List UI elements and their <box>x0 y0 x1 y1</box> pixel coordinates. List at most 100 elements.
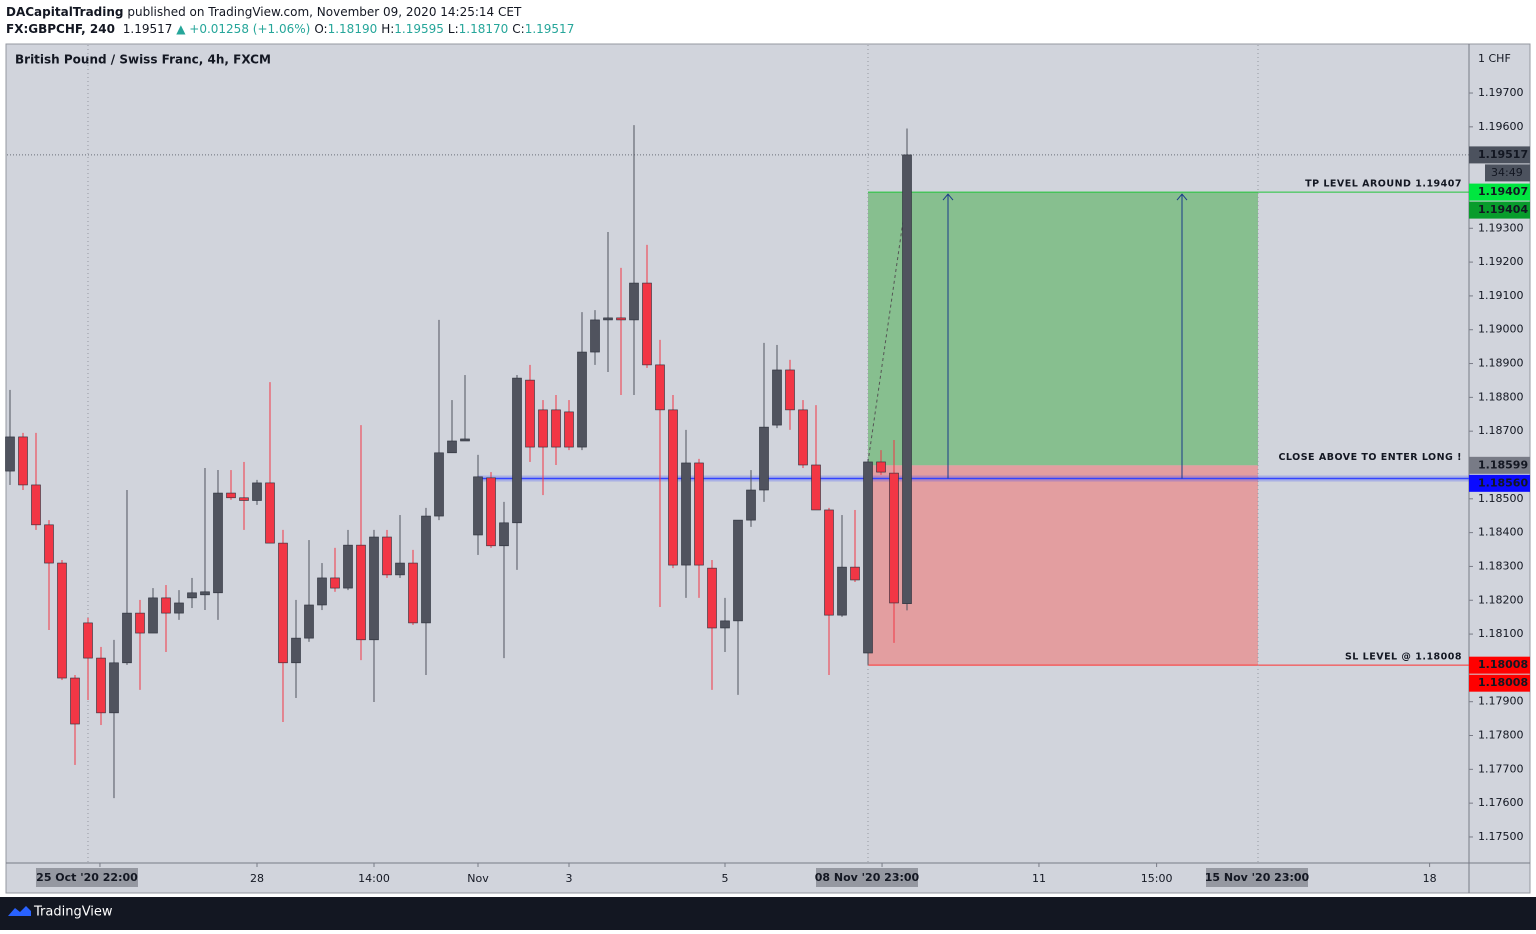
candle-body <box>876 461 886 473</box>
publisher-line: DACapitalTrading published on TradingVie… <box>6 5 522 19</box>
candle-body <box>213 492 223 594</box>
y-tick-label: 1.19100 <box>1478 289 1524 302</box>
countdown: 34:49 <box>1491 166 1523 179</box>
y-tick-label: 1.17800 <box>1478 729 1524 742</box>
loss-zone <box>868 465 1259 666</box>
x-marker-label: 08 Nov '20 23:00 <box>815 871 920 884</box>
candle-body <box>668 409 678 566</box>
candle-body <box>642 282 652 366</box>
x-tick-label: 5 <box>721 872 728 885</box>
y-tick-label: 1.19700 <box>1478 86 1524 99</box>
candle-body <box>161 597 171 614</box>
y-tick-label: 1.19200 <box>1478 255 1524 268</box>
y-tick-label: 1.19600 <box>1478 120 1524 133</box>
candle-body <box>5 436 15 472</box>
price-tag <box>1469 656 1530 674</box>
x-marker-tag <box>35 868 138 887</box>
candle-body <box>538 409 548 448</box>
candle-body <box>148 597 158 634</box>
y-tick-label: 1.19300 <box>1478 221 1524 234</box>
candle-body <box>330 577 340 589</box>
y-tick-label: 1.18100 <box>1478 627 1524 640</box>
candle-body <box>785 369 795 411</box>
candle-body <box>525 379 535 448</box>
annotation: TP LEVEL AROUND 1.19407 <box>1305 179 1462 190</box>
candle-body <box>499 522 509 547</box>
ohlc-value: 1.19517 <box>525 22 575 36</box>
candle-body <box>707 567 717 629</box>
candle-body <box>798 409 808 466</box>
y-tick-label: 1.18900 <box>1478 357 1524 370</box>
candle-body <box>486 477 496 547</box>
candle-body <box>681 462 691 566</box>
x-tick-label: 18 <box>1423 872 1437 885</box>
x-marker-tag <box>816 868 919 887</box>
candle-body <box>629 282 639 321</box>
currency: 1 CHF <box>1478 52 1511 65</box>
y-tick-label: 1.18400 <box>1478 526 1524 539</box>
candle-body <box>694 462 704 566</box>
price-tag-label: 1.18599 <box>1478 458 1528 471</box>
candle-body <box>122 612 132 664</box>
arrow-head <box>942 193 954 201</box>
x-tick-label: 14:00 <box>358 872 390 885</box>
footer-bar <box>0 897 1536 930</box>
y-tick-label: 1.18500 <box>1478 492 1524 505</box>
candle-body <box>902 154 912 604</box>
candle-body <box>811 464 821 511</box>
price-tag <box>1469 201 1530 219</box>
y-tick-label: 1.18300 <box>1478 559 1524 572</box>
candle-body <box>44 524 54 564</box>
candle-body <box>837 566 847 616</box>
price-tag-label: 1.18008 <box>1478 658 1528 671</box>
arrow-head <box>1176 193 1188 201</box>
candle-body <box>564 411 574 448</box>
change: ▲ +0.01258 (+1.06%) <box>176 22 310 36</box>
candle-body <box>18 436 28 486</box>
candle-body <box>616 317 626 321</box>
x-tick-label: 3 <box>565 872 572 885</box>
annotation: SL LEVEL @ 1.18008 <box>1345 652 1462 663</box>
ohlc-value: 1.18190 <box>328 22 378 36</box>
candle-body <box>473 476 483 536</box>
candle-body <box>889 472 899 604</box>
candle-body <box>551 409 561 448</box>
price-tag <box>1469 474 1530 492</box>
y-tick-label: 1.19000 <box>1478 323 1524 336</box>
candle-body <box>759 426 769 491</box>
y-tick-label: 1.17600 <box>1478 796 1524 809</box>
last: 1.19517 <box>123 22 173 36</box>
candle-body <box>96 657 106 714</box>
ohlc-value: 1.19595 <box>394 22 444 36</box>
profit-zone <box>868 192 1259 466</box>
candle-body <box>850 566 860 581</box>
price-tag-label: 1.18560 <box>1478 476 1528 489</box>
candle-body <box>603 317 613 321</box>
publisher: DACapitalTrading <box>6 5 124 19</box>
candle-body <box>720 620 730 629</box>
y-tick-label: 1.17500 <box>1478 830 1524 843</box>
published: published on TradingView.com, November 0… <box>127 5 522 19</box>
candle-body <box>590 319 600 353</box>
candle-body <box>291 637 301 664</box>
ohlc-key: C: <box>512 22 524 36</box>
symbol-line: FX:GBPCHF, 240 1.19517 ▲ +0.01258 (+1.06… <box>6 22 574 36</box>
chart-title: British Pound / Swiss Franc, 4h, FXCM <box>15 53 271 67</box>
candle-body <box>408 562 418 624</box>
candle-body <box>109 662 119 714</box>
symbol: FX:GBPCHF, 240 <box>6 22 115 36</box>
price-tag <box>1469 456 1530 474</box>
x-tick-label: 15:00 <box>1141 872 1173 885</box>
logo <box>8 906 31 916</box>
x-tick-label: 28 <box>250 872 264 885</box>
candle-body <box>70 677 80 725</box>
annotation: CLOSE ABOVE TO ENTER LONG ! <box>1278 452 1462 463</box>
candle-body <box>356 544 366 641</box>
candle-body <box>265 482 275 544</box>
candle-body <box>83 622 93 659</box>
y-tick-label: 1.18200 <box>1478 593 1524 606</box>
candle-body <box>395 562 405 576</box>
y-tick-label: 1.17900 <box>1478 695 1524 708</box>
countdown-tag <box>1485 164 1530 182</box>
candle-body <box>343 544 353 589</box>
